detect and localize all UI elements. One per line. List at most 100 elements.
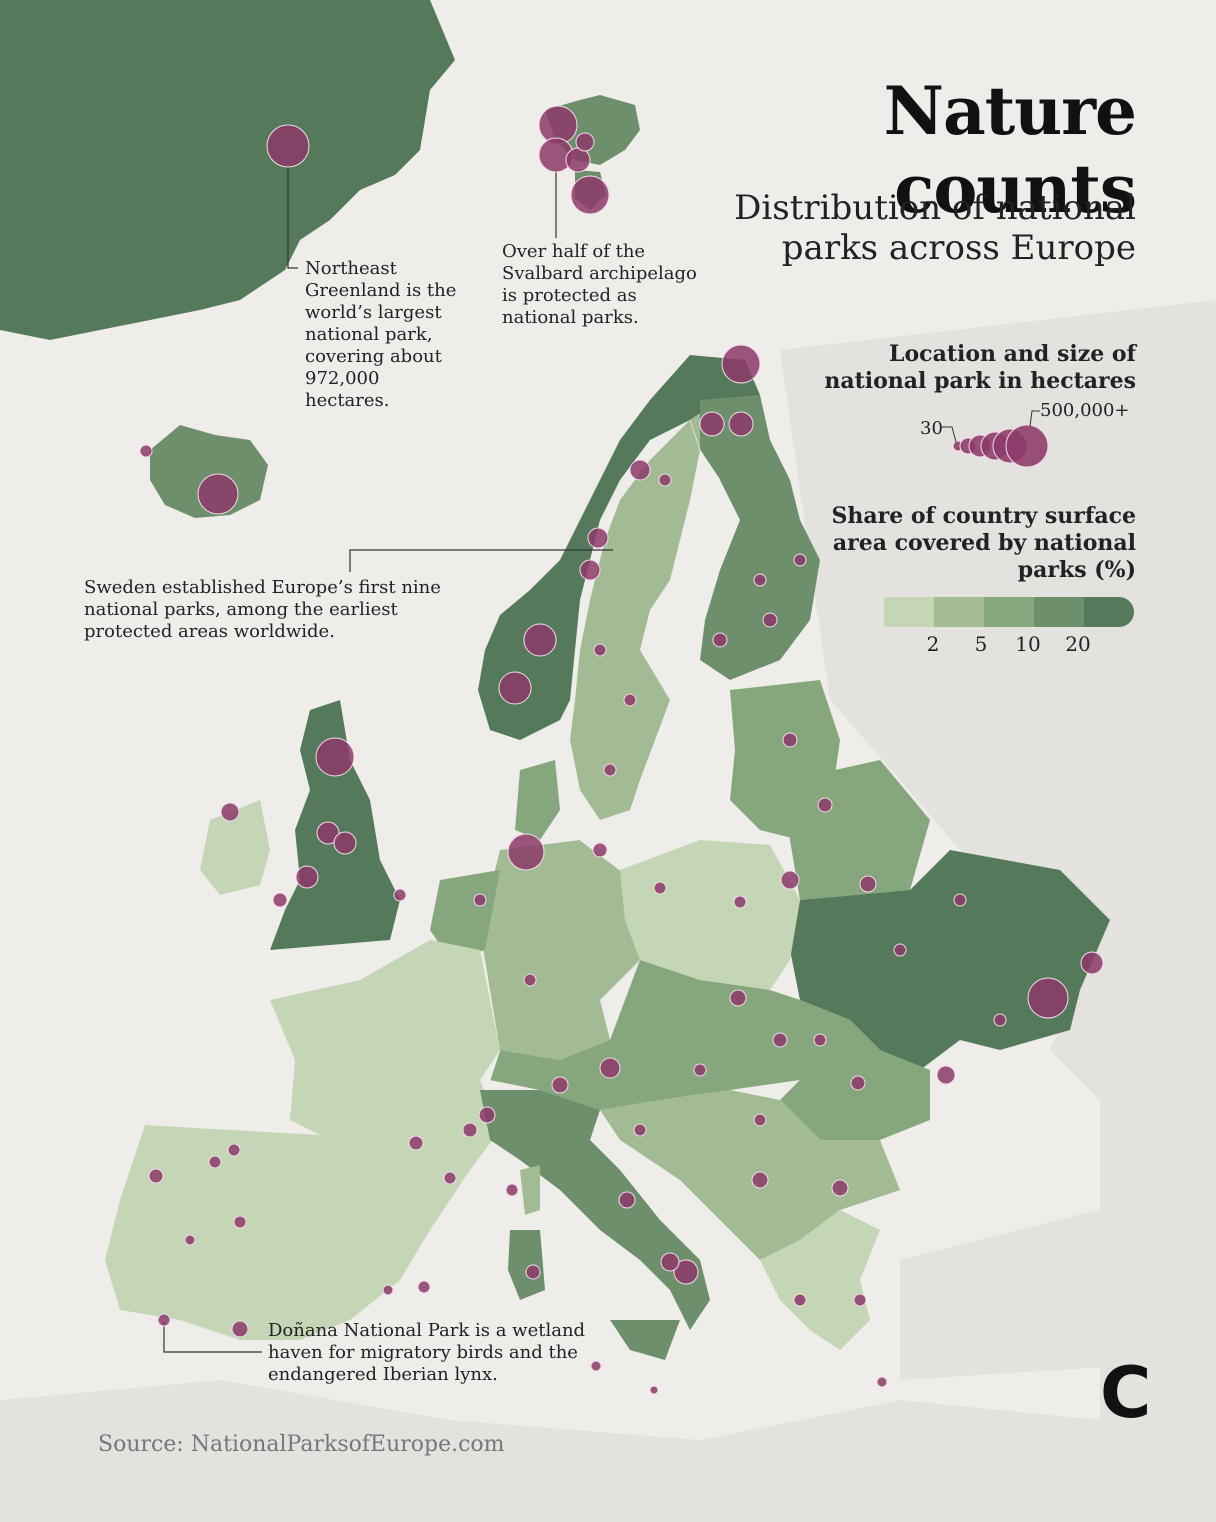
park-marker	[733, 895, 747, 909]
park-marker	[208, 1155, 222, 1169]
park-marker	[793, 553, 807, 567]
north-africa-land	[0, 1380, 1216, 1522]
park-marker	[1027, 977, 1069, 1019]
turkey-land	[900, 1180, 1216, 1380]
park-marker	[751, 1171, 769, 1189]
iceland-shape	[150, 425, 268, 518]
park-marker	[579, 559, 601, 581]
park-marker	[590, 1360, 602, 1372]
park-marker	[272, 892, 288, 908]
park-marker	[729, 989, 747, 1007]
park-marker	[993, 1013, 1007, 1027]
share-legend-heading: Share of country surface area covered by…	[831, 503, 1136, 583]
park-marker	[762, 612, 778, 628]
park-marker	[603, 763, 617, 777]
park-marker	[551, 1076, 569, 1094]
park-marker	[315, 737, 355, 777]
france-shape	[270, 940, 500, 1170]
publisher-logo: C	[1100, 1352, 1152, 1434]
park-marker	[382, 1284, 394, 1296]
belarus-shape	[790, 760, 930, 900]
park-marker	[478, 1106, 496, 1124]
germany-shape	[480, 840, 640, 1060]
sweden-annotation: Sweden established Europe’s first nine n…	[84, 577, 441, 642]
ukraine-shape	[790, 850, 1110, 1070]
italy-shape	[480, 1090, 710, 1330]
park-marker	[197, 473, 239, 515]
benelux-shape	[430, 870, 500, 960]
finland-shape	[700, 395, 820, 680]
greece-shape	[760, 1210, 880, 1350]
ramp-swatch	[1084, 597, 1134, 627]
donana-leader	[163, 1322, 262, 1353]
ramp-swatch	[984, 597, 1034, 627]
sweden-leader	[349, 549, 613, 572]
park-marker	[893, 943, 907, 957]
park-marker	[507, 833, 545, 871]
park-marker	[523, 623, 557, 657]
park-marker	[443, 1171, 457, 1185]
park-marker	[220, 802, 240, 822]
park-marker	[936, 1065, 956, 1085]
size-legend-max-label: 500,000+	[1040, 400, 1130, 421]
park-marker	[157, 1313, 171, 1327]
park-marker	[587, 527, 609, 549]
greenland-leader	[287, 165, 298, 269]
park-marker	[565, 147, 591, 173]
greenland-shape	[0, 0, 455, 340]
park-marker	[693, 1063, 707, 1077]
share-tick: 2	[926, 632, 940, 656]
donana-annotation: Doñana National Park is a wetland haven …	[268, 1320, 586, 1385]
park-marker	[227, 1143, 241, 1157]
park-marker	[699, 411, 725, 437]
ramp-swatch	[934, 597, 984, 627]
park-marker	[850, 1075, 866, 1091]
park-marker	[1080, 951, 1104, 975]
denmark-shape	[515, 760, 560, 840]
park-marker	[876, 1376, 888, 1388]
park-marker	[148, 1168, 164, 1184]
park-marker	[782, 732, 798, 748]
park-marker	[653, 881, 667, 895]
park-marker	[139, 444, 153, 458]
park-marker	[753, 573, 767, 587]
size-legend-circles	[952, 424, 1049, 468]
park-marker	[712, 632, 728, 648]
park-marker	[953, 893, 967, 907]
park-marker	[658, 473, 672, 487]
share-tick: 5	[974, 632, 988, 656]
park-marker	[673, 1259, 699, 1285]
park-marker	[831, 1179, 849, 1197]
poland-shape	[620, 840, 800, 990]
ramp-swatch	[884, 597, 934, 627]
svalbard-annotation: Over half of the Svalbard archipelago is…	[502, 241, 697, 328]
park-marker	[570, 175, 610, 215]
park-marker	[184, 1234, 196, 1246]
park-marker	[408, 1135, 424, 1151]
park-marker	[333, 831, 357, 855]
park-marker	[498, 671, 532, 705]
park-marker	[266, 124, 310, 168]
size-legend-heading: Location and size of national park in he…	[824, 341, 1136, 394]
sardinia-shape	[508, 1230, 545, 1300]
park-marker	[793, 1293, 807, 1307]
park-marker	[599, 1057, 621, 1079]
park-marker	[633, 1123, 647, 1137]
park-marker	[417, 1280, 431, 1294]
source-text: Source: NationalParksofEurope.com	[98, 1432, 505, 1457]
park-marker	[772, 1032, 788, 1048]
park-marker	[623, 693, 637, 707]
park-marker	[853, 1293, 867, 1307]
park-marker	[233, 1215, 247, 1229]
greenland-annotation: Northeast Greenland is the world’s large…	[305, 258, 457, 411]
park-marker	[753, 1113, 767, 1127]
share-legend-ramp	[884, 597, 1134, 627]
park-marker	[592, 842, 608, 858]
park-marker	[721, 344, 761, 384]
park-marker	[629, 459, 651, 481]
park-marker	[525, 1264, 541, 1280]
park-marker	[649, 1385, 659, 1395]
park-marker	[231, 1320, 249, 1338]
sicily-shape	[610, 1320, 680, 1360]
park-marker	[295, 865, 319, 889]
